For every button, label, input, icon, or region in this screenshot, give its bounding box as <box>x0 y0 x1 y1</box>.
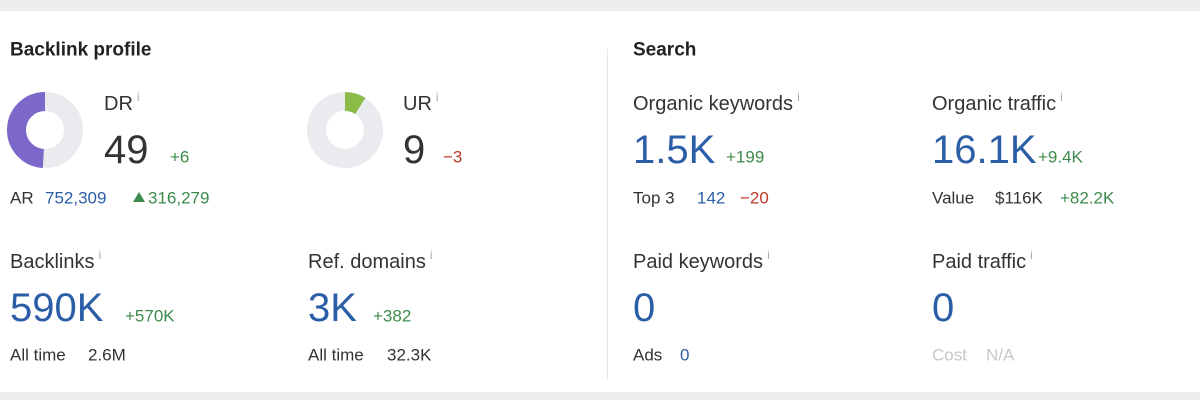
metric-label: Organic traffic i <box>932 91 1063 115</box>
sub-value: 32.3K <box>387 345 432 365</box>
sub-label: Top 3 <box>633 188 675 208</box>
metric-value[interactable]: 0 <box>633 286 656 330</box>
label-text: UR <box>403 93 432 115</box>
sub-label: All time <box>10 345 66 365</box>
metric-value[interactable]: 3K <box>308 286 357 330</box>
metric-value: 49 <box>104 128 149 172</box>
metric-value[interactable]: 0 <box>932 286 955 330</box>
metric-label: Backlinks i <box>10 249 101 273</box>
metric-label: UR i <box>403 91 439 115</box>
sub-label: Cost <box>932 345 967 365</box>
metric-change: +6 <box>170 147 190 167</box>
sub-label: Value <box>932 188 975 208</box>
sub-change: 316,279 <box>148 188 210 208</box>
up-arrow <box>133 192 145 202</box>
label-text: Paid traffic <box>932 251 1027 273</box>
metric-change: +9.4K <box>1038 147 1083 167</box>
info-icon[interactable]: i <box>98 248 102 262</box>
metric-value[interactable]: 590K <box>10 286 104 330</box>
gauge-arc <box>307 92 383 168</box>
sub-label: All time <box>308 345 364 365</box>
sub-change: −20 <box>740 188 769 208</box>
label-text: Organic keywords <box>633 93 794 115</box>
metric-change: +199 <box>726 147 765 167</box>
ur-gauge <box>307 92 383 168</box>
info-icon[interactable]: i <box>1030 248 1033 262</box>
metric-change: +570K <box>125 306 175 326</box>
label-text: Paid keywords <box>633 251 764 273</box>
info-icon[interactable]: i <box>429 248 433 262</box>
label-text: Ref. domains <box>308 251 426 273</box>
sub-change: +82.2K <box>1060 188 1115 208</box>
overview-card: Backlink profile DR i 49 +6 AR 752,309 31… <box>0 11 1200 392</box>
sub-label: AR <box>10 188 34 208</box>
metric-label: Organic keywords i <box>633 91 800 115</box>
sub-value: N/A <box>986 345 1015 365</box>
sub-value[interactable]: 752,309 <box>45 188 107 208</box>
metric-value[interactable]: 1.5K <box>633 128 716 172</box>
metric-label: Paid traffic i <box>932 249 1033 273</box>
metric-value[interactable]: 16.1K <box>932 128 1037 172</box>
label-text: Organic traffic <box>932 93 1057 115</box>
label-text: DR <box>104 93 133 115</box>
sub-value: $116K <box>995 188 1043 208</box>
section-title: Search <box>633 39 697 61</box>
info-icon[interactable]: i <box>435 90 439 104</box>
dr-gauge <box>7 92 83 168</box>
label-text: Backlinks <box>10 251 95 273</box>
metric-change: +382 <box>373 306 412 326</box>
section-title: Backlink profile <box>10 39 152 61</box>
metric-label: DR i <box>104 91 140 115</box>
info-icon[interactable]: i <box>136 90 140 104</box>
info-icon[interactable]: i <box>1060 90 1063 104</box>
sub-value: 2.6M <box>88 345 126 365</box>
metric-change: −3 <box>443 147 463 167</box>
sub-value[interactable]: 142 <box>697 188 726 208</box>
metric-value: 9 <box>403 128 426 172</box>
sub-label: Ads <box>633 345 663 365</box>
metric-label: Ref. domains i <box>308 249 433 273</box>
metric-label: Paid keywords i <box>633 249 770 273</box>
gauge-arc <box>7 92 83 168</box>
divider <box>607 49 608 379</box>
info-icon[interactable]: i <box>767 248 770 262</box>
info-icon[interactable]: i <box>797 90 800 104</box>
sub-value[interactable]: 0 <box>680 345 690 365</box>
